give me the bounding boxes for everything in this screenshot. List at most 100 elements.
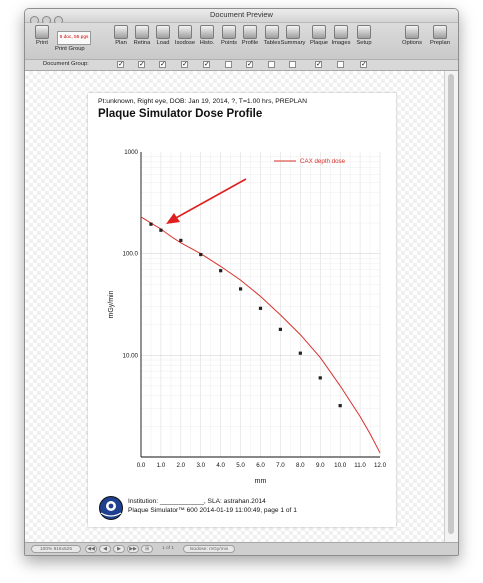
y-axis-label: mGy/min	[108, 290, 115, 318]
annotation-arrow-shaft	[173, 178, 247, 220]
title-bar: Document Preview	[25, 9, 458, 25]
options-label: Options	[402, 40, 422, 46]
tool-button-summary[interactable]: Summary	[279, 25, 307, 46]
data-point-marker	[338, 404, 342, 408]
document-group-label: Document Group:	[43, 61, 89, 67]
tool-button-images[interactable]: Images	[327, 25, 355, 46]
footer-institution: Institution: ____________, SLA: astrahan…	[128, 498, 266, 505]
tool-button-retina[interactable]: Retina	[128, 25, 156, 46]
x-tick-label: 7.0	[276, 462, 285, 469]
status-bar: 100% 816x525 ◀◀ ◀ ▶ ▶▶ ⊞ 1 of 1 Isodose:…	[25, 542, 458, 555]
data-point-marker	[199, 252, 203, 257]
group-checkbox[interactable]: ✓	[117, 61, 124, 68]
print-button[interactable]: Print	[28, 25, 56, 46]
toolbar: Print 6 doc, 55 pgs Print Group Plan Reti…	[25, 23, 458, 59]
tool-button-profile[interactable]: Profile	[236, 25, 264, 46]
x-axis-label: mm	[255, 478, 267, 485]
images-icon	[334, 25, 348, 39]
x-tick-label: 5.0	[236, 462, 245, 469]
vertical-scrollbar[interactable]	[444, 71, 458, 543]
profile-icon	[243, 25, 257, 39]
group-checkbox[interactable]: ✓	[315, 61, 322, 68]
window-title: Document Preview	[210, 10, 273, 19]
x-tick-label: 11.0	[354, 462, 366, 469]
group-checkbox[interactable]	[337, 61, 344, 68]
setup-icon	[357, 25, 371, 39]
group-checkbox[interactable]: ✓	[246, 61, 253, 68]
x-tick-label: 9.0	[316, 462, 325, 469]
data-point-marker	[149, 222, 153, 226]
data-point-marker	[298, 351, 302, 355]
group-checkbox[interactable]: ✓	[138, 61, 145, 68]
prev-page-button[interactable]: ◀	[99, 545, 111, 553]
tool-button-load[interactable]: Load	[149, 25, 177, 46]
x-tick-label: 0.0	[137, 462, 146, 469]
tool-button-tables[interactable]: Tables	[258, 25, 286, 46]
group-checkbox[interactable]: ✓	[360, 61, 367, 68]
x-tick-label: 1.0	[157, 462, 166, 469]
options-button[interactable]: Options	[398, 25, 426, 46]
tool-label: Tables	[263, 40, 281, 46]
data-point-marker	[219, 269, 223, 273]
tool-button-plan[interactable]: Plan	[107, 25, 135, 46]
dose-profile-chart: 0.0 1.0 2.0 3.0 4.0 5.0 6.0 7.0 8.0 9.0 10.0 11.0 12…	[108, 149, 387, 485]
print-group-badge[interactable]: 6 doc, 55 pgs	[57, 31, 91, 45]
page-title: Plaque Simulator Dose Profile	[98, 108, 263, 120]
y-tick-label: 10.00	[123, 352, 139, 359]
print-group-label: Print Group	[55, 46, 85, 52]
tool-label: Load	[156, 40, 170, 46]
tool-label: Profile	[241, 40, 259, 46]
tool-button-setup[interactable]: Setup	[350, 25, 378, 46]
group-checkbox[interactable]: ✓	[203, 61, 210, 68]
tool-label: Histo.	[199, 40, 215, 46]
series-line-cax-depth-dose	[140, 216, 381, 454]
x-tick-label: 12.0	[374, 462, 387, 469]
retina-icon	[135, 25, 149, 39]
fit-page-button[interactable]: ⊞	[141, 545, 153, 553]
tool-button-histo[interactable]: Histo.	[193, 25, 221, 46]
tables-icon	[265, 25, 279, 39]
scrollbar-thumb[interactable]	[448, 74, 454, 534]
summary-icon	[286, 25, 300, 39]
group-checkbox[interactable]	[289, 61, 296, 68]
data-point-marker	[238, 287, 243, 291]
group-checkbox[interactable]: ✓	[181, 61, 188, 68]
unit-select[interactable]: Isodose: mGy/min	[183, 545, 235, 553]
tool-label: Summary	[280, 40, 306, 46]
tool-button-plaque[interactable]: Plaque	[305, 25, 333, 46]
legend-label: CAX depth dose	[300, 158, 346, 165]
histo-icon	[200, 25, 214, 39]
document-preview-window: Document Preview Print 6 doc, 55 pgs Pri…	[24, 8, 459, 556]
group-checkbox[interactable]	[225, 61, 232, 68]
x-tick-label: 3.0	[196, 462, 205, 469]
options-icon	[405, 25, 419, 39]
tool-button-points[interactable]: Points	[215, 25, 243, 46]
x-tick-label: 10.0	[334, 462, 347, 469]
last-page-button[interactable]: ▶▶	[127, 545, 139, 553]
tool-button-isodose[interactable]: Isodose	[171, 25, 199, 46]
tool-label: Plaque	[309, 40, 329, 46]
y-tick-label: 1000	[124, 149, 138, 156]
preplan-button[interactable]: Preplan	[426, 25, 454, 46]
printer-icon	[35, 25, 49, 39]
group-checkbox[interactable]: ✓	[159, 61, 166, 68]
tool-label: Points	[220, 40, 238, 46]
document-area: Pt:unknown, Right eye, DOB: Jan 19, 2014…	[25, 70, 458, 543]
preplan-icon	[433, 25, 447, 39]
annotation-arrow-head	[166, 213, 180, 224]
first-page-button[interactable]: ◀◀	[85, 545, 97, 553]
group-checkbox[interactable]	[268, 61, 275, 68]
isodose-icon	[178, 25, 192, 39]
tool-label: Retina	[133, 40, 151, 46]
tool-label: Images	[331, 40, 351, 46]
tool-label: Plan	[115, 40, 127, 46]
plan-icon	[114, 25, 128, 39]
print-label: Print	[36, 40, 48, 46]
eye-physics-logo	[99, 496, 123, 520]
next-page-button[interactable]: ▶	[113, 545, 125, 553]
data-point-marker	[278, 327, 283, 331]
x-tick-label: 4.0	[216, 462, 225, 469]
tool-label: Isodose	[174, 40, 196, 46]
document-group-bar: Document Group: ✓ ✓ ✓ ✓ ✓ ✓ ✓ ✓	[25, 59, 458, 71]
patient-info-line: Pt:unknown, Right eye, DOB: Jan 19, 2014…	[98, 98, 307, 105]
